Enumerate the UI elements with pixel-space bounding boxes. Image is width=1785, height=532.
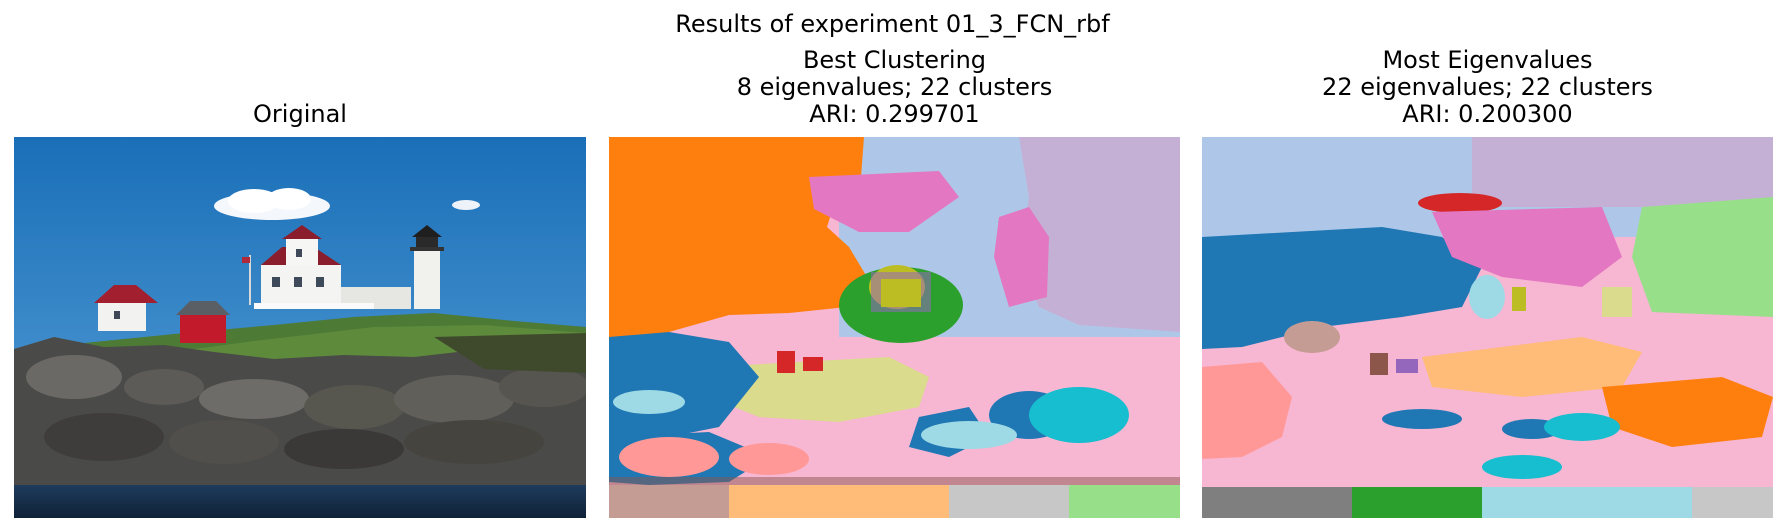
best-clustering-segmentation	[609, 137, 1180, 518]
panel-most-title-line-1: Most Eigenvalues	[1382, 46, 1593, 74]
most-eigenvalues-image	[1202, 137, 1773, 518]
panel-best-title-line-3: ARI: 0.299701	[809, 100, 980, 128]
panel-best-title-line-2: 8 eigenvalues; 22 clusters	[736, 73, 1053, 101]
figure-suptitle: Results of experiment 01_3_FCN_rbf	[675, 10, 1110, 38]
panel-best-title-line-1: Best Clustering	[802, 46, 987, 74]
most-eigenvalues-segmentation	[1202, 137, 1773, 518]
panel-most-title-line-2: 22 eigenvalues; 22 clusters	[1322, 73, 1653, 101]
panel-best-clustering-title: Best Clustering 8 eigenvalues; 22 cluste…	[609, 47, 1180, 128]
panel-original-title-line-1: Original	[253, 100, 347, 128]
lighthouse-photo	[14, 137, 586, 518]
panel-original-title: Original	[14, 101, 586, 128]
best-clustering-image	[609, 137, 1180, 518]
original-image	[14, 137, 586, 518]
panel-most-title-line-3: ARI: 0.200300	[1402, 100, 1573, 128]
panel-most-eigenvalues-title: Most Eigenvalues 22 eigenvalues; 22 clus…	[1202, 47, 1773, 128]
